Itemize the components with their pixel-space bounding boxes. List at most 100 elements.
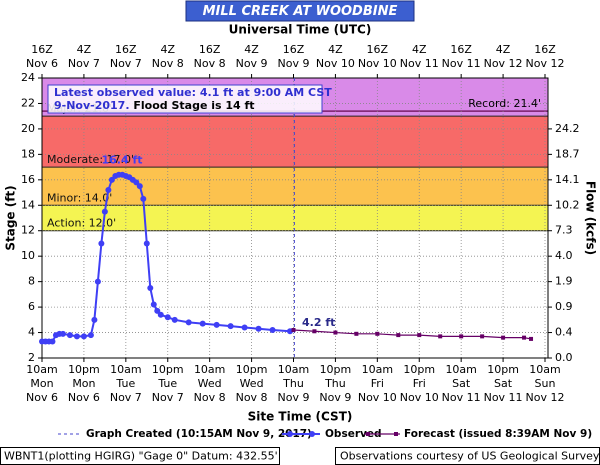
forecast-point	[333, 330, 338, 335]
y-tick-label: 12	[21, 224, 35, 237]
x-axis-title: Site Time (CST)	[248, 410, 353, 424]
legend-forecast-marker	[366, 432, 370, 436]
top-x-tick-label: Nov 10	[358, 57, 397, 70]
x-tick-label: Nov 8	[194, 391, 226, 404]
observed-point	[213, 321, 220, 328]
forecast-point	[459, 334, 464, 339]
top-x-tick-label: 4Z	[328, 43, 343, 56]
x-tick-label: Nov 11	[442, 391, 481, 404]
latest-text: Flood Stage is 14 ft	[133, 99, 254, 112]
x-tick-label: 10pm	[68, 363, 100, 376]
x-tick-label: Nov 8	[236, 391, 268, 404]
observed-point	[241, 324, 248, 331]
x-tick-label: Sun	[535, 377, 556, 390]
y2-tick-label: 0.9	[555, 300, 573, 313]
top-x-tick-label: Nov 12	[484, 57, 523, 70]
observed-point	[157, 311, 164, 318]
x-tick-label: 10pm	[152, 363, 184, 376]
top-x-tick-label: Nov 8	[152, 57, 184, 70]
x-tick-label: Nov 11	[484, 391, 523, 404]
x-tick-label: 10am	[529, 363, 560, 376]
top-x-tick-label: Nov 12	[526, 57, 565, 70]
x-tick-label: Nov 10	[400, 391, 439, 404]
footer-right: Observations courtesy of US Geological S…	[340, 450, 600, 463]
x-tick-label: Thu	[282, 377, 304, 390]
top-x-tick-label: Nov 11	[442, 57, 481, 70]
x-tick-label: Wed	[240, 377, 264, 390]
top-x-tick-label: 16Z	[31, 43, 53, 56]
latest-line: 9-Nov-2017. Flood Stage is 14 ft	[54, 99, 255, 112]
forecast-point	[312, 329, 317, 334]
x-tick-label: Fri	[371, 377, 384, 390]
forecast-point	[480, 334, 485, 339]
x-tick-label: Tue	[157, 377, 177, 390]
flood-band	[42, 205, 548, 231]
x-tick-label: 10pm	[320, 363, 352, 376]
y-tick-label: 6	[28, 300, 35, 313]
top-x-tick-label: 16Z	[450, 43, 472, 56]
top-x-tick-label: 4Z	[244, 43, 259, 56]
observed-point	[108, 176, 115, 183]
top-x-tick-label: Nov 9	[236, 57, 268, 70]
latest-text: 9-Nov-2017.	[54, 99, 130, 112]
x-tick-label: 10pm	[403, 363, 435, 376]
top-x-tick-label: 16Z	[115, 43, 137, 56]
legend-label: Graph Created (10:15AM Nov 9, 2017)	[86, 428, 312, 440]
top-x-tick-label: 4Z	[412, 43, 427, 56]
x-tick-label: Nov 9	[319, 391, 351, 404]
top-x-tick-label: 4Z	[496, 43, 511, 56]
x-tick-label: Mon	[30, 377, 53, 390]
y-tick-label: 8	[28, 275, 35, 288]
series-line	[293, 329, 532, 340]
y2-tick-label: 14.1	[555, 173, 580, 186]
observed-point	[154, 307, 161, 314]
x-tick-label: Tue	[115, 377, 135, 390]
flood-label: Action: 12.0'	[47, 217, 116, 230]
observed-point	[227, 323, 234, 330]
y2-tick-label: 10.2	[555, 198, 580, 211]
x-tick-label: Nov 9	[278, 391, 310, 404]
top-x-tick-label: 16Z	[283, 43, 305, 56]
x-tick-label: Sat	[452, 377, 471, 390]
y-tick-label: 2	[28, 351, 35, 364]
latest-label: 4.2 ft	[302, 316, 335, 329]
forecast-point	[529, 336, 534, 341]
forecast-point	[375, 331, 380, 336]
forecast-point	[354, 331, 359, 336]
observed-point	[199, 320, 206, 327]
forecast-point	[501, 335, 506, 340]
observed-point	[150, 301, 157, 308]
observed-point	[171, 316, 178, 323]
x-tick-label: 10am	[26, 363, 57, 376]
y-tick-label: 20	[21, 122, 35, 135]
y-tick-label: 18	[21, 147, 35, 160]
observed-point	[73, 333, 80, 340]
x-tick-label: 10pm	[236, 363, 268, 376]
y-tick-label: 14	[21, 198, 35, 211]
observed-point	[164, 314, 171, 321]
x-tick-label: Mon	[72, 377, 95, 390]
forecast-point	[417, 333, 422, 338]
x-tick-label: Nov 12	[526, 391, 565, 404]
y-tick-label: 22	[21, 96, 35, 109]
x-tick-label: Nov 6	[68, 391, 100, 404]
observed-point	[94, 278, 101, 285]
y2-tick-label: 7.3	[555, 224, 573, 237]
top-axis-title: Universal Time (UTC)	[229, 23, 372, 37]
observed-point	[133, 179, 140, 186]
x-tick-label: 10am	[362, 363, 393, 376]
legend-observed-marker	[309, 431, 315, 437]
observed-point	[140, 195, 147, 202]
flood-label: Moderate: 17.0'	[47, 153, 134, 166]
top-x-tick-label: Nov 7	[68, 57, 100, 70]
observed-point	[59, 330, 66, 337]
top-x-tick-label: Nov 6	[26, 57, 58, 70]
y2-tick-label: 24.2	[555, 122, 580, 135]
x-tick-label: Thu	[324, 377, 346, 390]
top-x-tick-label: Nov 7	[110, 57, 142, 70]
observed-point	[136, 183, 143, 190]
x-tick-label: 10am	[445, 363, 476, 376]
latest-box	[47, 84, 323, 114]
observed-point	[147, 285, 154, 291]
flood-band	[42, 116, 548, 168]
